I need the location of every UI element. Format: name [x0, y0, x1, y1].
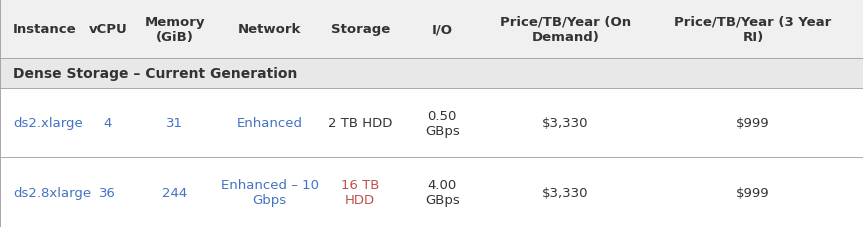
Text: vCPU: vCPU — [89, 23, 127, 36]
Text: 36: 36 — [99, 186, 117, 199]
Text: $999: $999 — [736, 117, 770, 130]
Bar — [0, 158, 863, 227]
Text: Storage: Storage — [331, 23, 390, 36]
Text: ds2.8xlarge: ds2.8xlarge — [13, 186, 91, 199]
Text: Enhanced – 10
Gbps: Enhanced – 10 Gbps — [221, 178, 318, 206]
Bar — [0, 0, 863, 59]
Text: $3,330: $3,330 — [542, 186, 589, 199]
Text: 2 TB HDD: 2 TB HDD — [328, 117, 393, 130]
Text: Enhanced: Enhanced — [236, 117, 303, 130]
Text: $3,330: $3,330 — [542, 117, 589, 130]
Text: I/O: I/O — [432, 23, 453, 36]
Text: 16 TB
HDD: 16 TB HDD — [341, 178, 380, 206]
Text: ds2.xlarge: ds2.xlarge — [13, 117, 83, 130]
Text: $999: $999 — [736, 186, 770, 199]
Text: 4: 4 — [104, 117, 112, 130]
Text: Instance: Instance — [13, 23, 77, 36]
Text: Memory
(GiB): Memory (GiB) — [144, 16, 205, 43]
Text: Price/TB/Year (3 Year
RI): Price/TB/Year (3 Year RI) — [674, 16, 832, 43]
Bar — [0, 59, 863, 89]
Bar — [0, 89, 863, 158]
Text: Price/TB/Year (On
Demand): Price/TB/Year (On Demand) — [500, 16, 631, 43]
Text: 31: 31 — [167, 117, 183, 130]
Text: Network: Network — [238, 23, 301, 36]
Text: 4.00
GBps: 4.00 GBps — [425, 178, 460, 206]
Text: 244: 244 — [162, 186, 187, 199]
Text: 0.50
GBps: 0.50 GBps — [425, 109, 460, 137]
Text: Dense Storage – Current Generation: Dense Storage – Current Generation — [13, 67, 298, 81]
